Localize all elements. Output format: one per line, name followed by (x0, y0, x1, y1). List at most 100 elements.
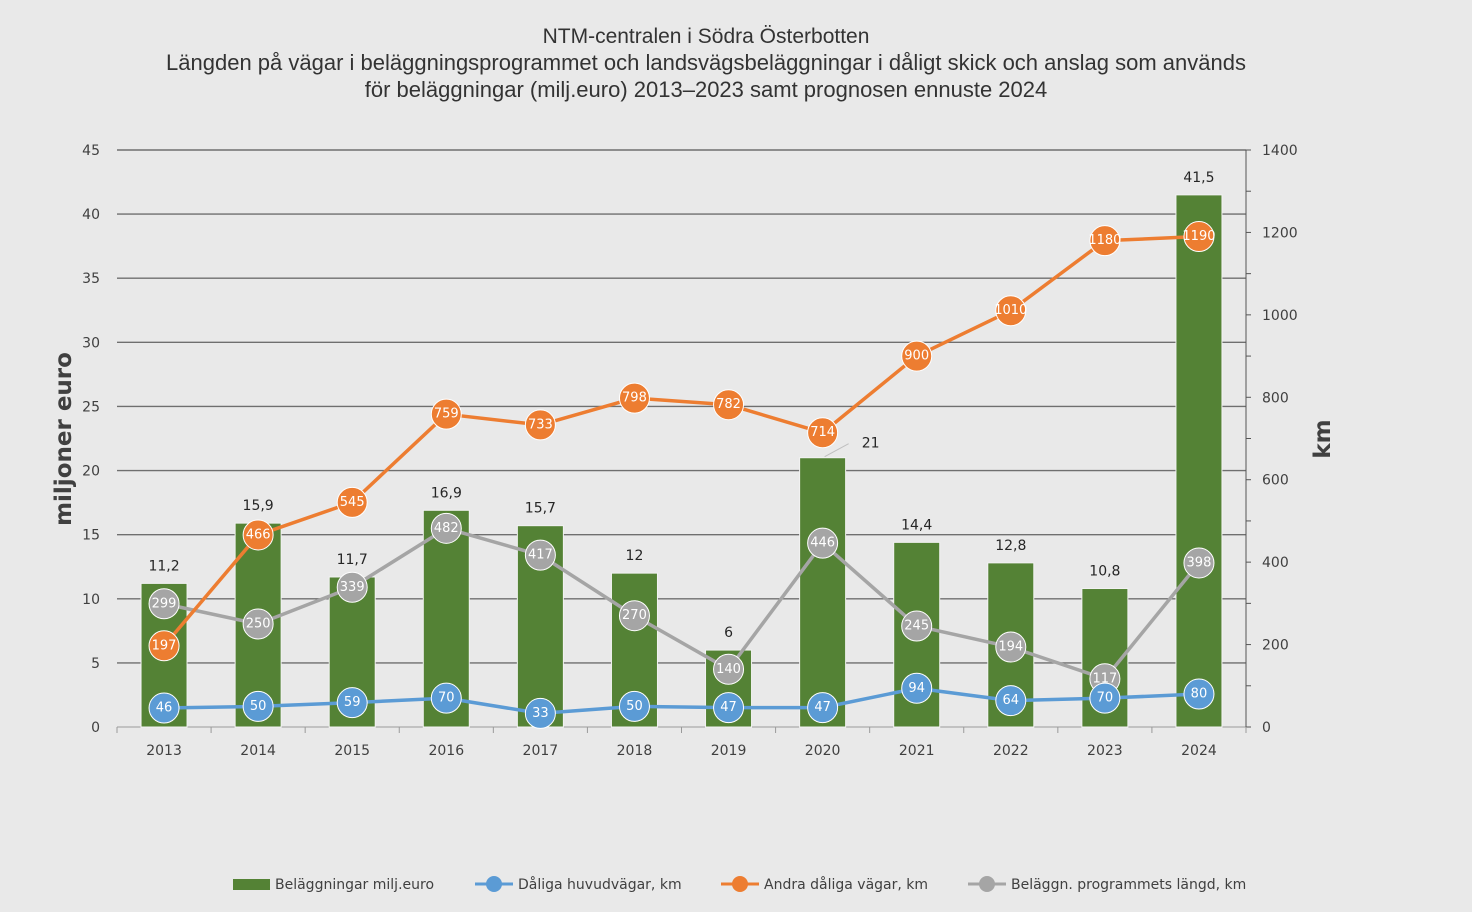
x-tick-label: 2017 (523, 743, 559, 759)
data-point (1089, 225, 1121, 257)
data-point (901, 672, 933, 704)
y-axis-title: miljoner euro (51, 352, 77, 526)
series-line (164, 686, 1200, 716)
data-label: 900 (904, 349, 929, 364)
data-point (807, 692, 839, 724)
series-line (162, 234, 1200, 647)
x-tick-label: 2018 (617, 743, 653, 759)
legend: Beläggningar milj.euro Dåliga huvudvägar,… (233, 876, 1246, 893)
y2-tick-label: 1200 (1262, 225, 1298, 241)
bar (1175, 194, 1223, 728)
title-line-1: NTM-centralen i Södra Österbotten (543, 25, 870, 48)
data-point (995, 295, 1027, 327)
data-label: 194 (998, 640, 1023, 655)
legend-swatch (233, 879, 270, 890)
data-label: 1190 (1182, 229, 1215, 244)
bar-label: 15,7 (525, 501, 556, 517)
legend-label: Dåliga huvudvägar, km (518, 876, 682, 893)
data-label: 299 (152, 596, 177, 611)
y-tick-label: 20 (82, 464, 100, 480)
data-label: 197 (152, 638, 177, 653)
y2-axis-title: km (1310, 419, 1336, 458)
data-label: 759 (434, 407, 459, 422)
y-tick-label: 25 (82, 399, 100, 415)
y-tick-label: 45 (82, 143, 100, 159)
data-point (1183, 547, 1215, 579)
data-label: 270 (622, 608, 647, 623)
bar-label: 6 (724, 625, 733, 641)
data-point (524, 409, 556, 441)
data-label: 50 (250, 699, 267, 714)
data-label: 80 (1191, 687, 1208, 702)
legend-label: Andra dåliga vägar, km (764, 876, 928, 893)
data-point (618, 600, 650, 632)
y2-tick-label: 0 (1262, 720, 1271, 736)
y-tick-label: 15 (82, 528, 100, 544)
bar-label: 21 (862, 436, 880, 452)
line-series: 299 250 339 482 417 270 140 446 245 194 117 398 46 50… (148, 221, 1216, 729)
bar-label-leader (824, 443, 849, 458)
data-label: 59 (344, 695, 361, 710)
x-tick-label: 2013 (146, 743, 182, 759)
bar (799, 457, 847, 728)
data-point (430, 398, 462, 430)
y-tick-label: 10 (82, 592, 100, 608)
data-point (430, 682, 462, 714)
x-tick-label: 2016 (428, 743, 464, 759)
data-point (1183, 221, 1215, 253)
data-label: 94 (908, 681, 925, 696)
bar-label: 41,5 (1183, 170, 1214, 186)
data-label: 245 (904, 619, 929, 634)
data-point (242, 608, 274, 640)
data-label: 417 (528, 548, 553, 563)
data-label: 545 (340, 495, 365, 510)
x-tick-label: 2015 (334, 743, 370, 759)
y-tick-label: 30 (82, 335, 100, 351)
x-tick-label: 2019 (711, 743, 747, 759)
y-tick-label: 0 (91, 720, 100, 736)
data-label: 64 (1003, 693, 1020, 708)
series-line (163, 526, 1201, 681)
bar-label: 15,9 (243, 498, 274, 514)
data-point (336, 486, 368, 518)
y2-tick-label: 1400 (1262, 143, 1298, 159)
x-tick-label: 2021 (899, 743, 935, 759)
data-label: 33 (532, 706, 549, 721)
data-point (1089, 682, 1121, 714)
data-point (618, 382, 650, 414)
bar-label: 12,8 (995, 538, 1026, 554)
data-point (148, 630, 180, 662)
legend-swatch-marker (979, 876, 995, 892)
data-label: 482 (434, 521, 459, 536)
data-label: 798 (622, 391, 647, 406)
data-label: 714 (810, 425, 835, 440)
title-line-2: Längden på vägar i beläggningsprogrammet… (166, 50, 1246, 75)
data-label: 733 (528, 417, 553, 432)
data-point (524, 539, 556, 571)
data-label: 398 (1187, 555, 1212, 570)
data-label: 70 (1097, 691, 1114, 706)
data-label: 1010 (994, 303, 1027, 318)
data-point (1183, 678, 1215, 710)
x-tick-label: 2020 (805, 743, 841, 759)
title-line-3: för beläggningar (milj.euro) 2013–2023 s… (365, 77, 1047, 102)
data-point (148, 692, 180, 724)
data-label: 46 (156, 701, 173, 716)
legend-label: Beläggningar milj.euro (275, 877, 434, 893)
data-label: 47 (814, 700, 831, 715)
data-label: 50 (626, 699, 643, 714)
bar-label: 14,4 (901, 517, 932, 533)
data-label: 339 (340, 580, 365, 595)
axes: 0 5 10 15 20 25 30 35 40 45 0 200 400 600 800 1000 1200 1… (51, 143, 1336, 759)
x-tick-label: 2022 (993, 743, 1029, 759)
y2-tick-label: 1000 (1262, 308, 1298, 324)
data-point (524, 697, 556, 729)
data-point (713, 692, 745, 724)
data-point (148, 588, 180, 620)
y2-tick-label: 600 (1262, 473, 1289, 489)
bar-label: 11,7 (337, 552, 368, 568)
data-point (713, 389, 745, 421)
data-point (807, 527, 839, 559)
y2-tick-label: 200 (1262, 638, 1289, 654)
